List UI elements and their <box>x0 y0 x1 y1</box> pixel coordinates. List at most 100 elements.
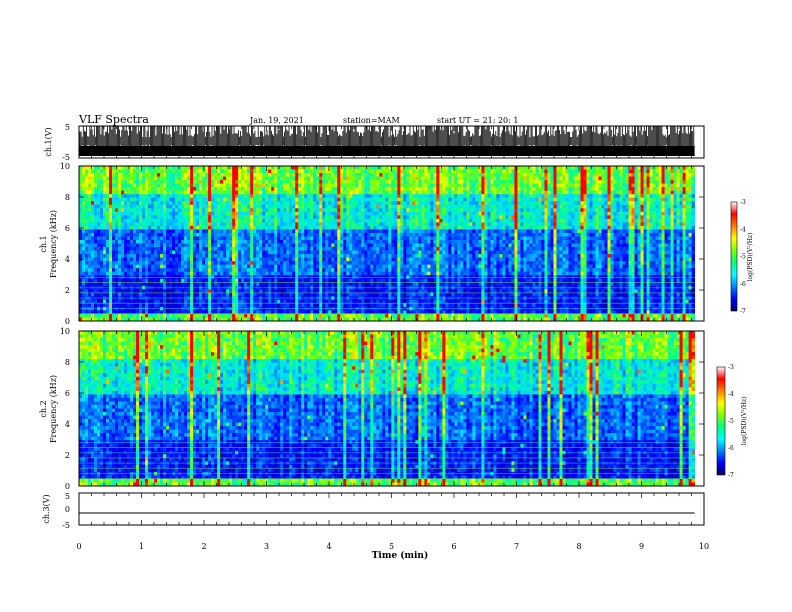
ch1-heatmap-cell <box>211 169 215 174</box>
ch1-heatmap-cell <box>358 303 362 308</box>
ch1-heatmap-cell <box>79 215 83 220</box>
ch1-heatmap-cell <box>367 211 371 216</box>
ch1-heatmap-cell <box>388 271 392 276</box>
ch1-heatmap-cell <box>247 247 251 251</box>
ch1-heatmap-cell <box>181 271 185 276</box>
ch1-heatmap-cell <box>190 306 194 311</box>
ch1-heatmap-cell <box>313 232 317 237</box>
ch1-heatmap-cell <box>310 166 314 170</box>
ch1-heatmap-cell <box>79 183 83 188</box>
ch1-heatmap-cell <box>361 310 365 315</box>
ch1-heatmap-cell <box>295 187 299 192</box>
ch1-heatmap-cell <box>124 190 128 195</box>
ch1-heatmap-cell <box>169 282 173 287</box>
ch1-heatmap-cell <box>310 289 314 294</box>
ch1-heatmap-cell <box>334 229 338 234</box>
ch1-heatmap-cell <box>280 197 284 202</box>
ch1-heatmap-cell <box>376 218 380 223</box>
ch1-heatmap-cell <box>376 243 380 248</box>
ch1-heatmap-cell <box>136 190 140 195</box>
ch1-heatmap-cell <box>247 204 251 209</box>
ch1-heatmap-cell <box>115 215 119 220</box>
ch1-heatmap-cell <box>223 261 227 266</box>
ch1-heatmap-cell <box>91 313 95 318</box>
ch1-heatmap-cell <box>298 299 302 304</box>
ch1-heatmap-cell <box>298 187 302 192</box>
ch1-heatmap-cell <box>409 299 413 304</box>
ch1-heatmap-cell <box>103 282 107 287</box>
ch1-waveform-ylabel: ch.1(V) <box>44 127 53 156</box>
ch1-heatmap-cell <box>265 313 269 318</box>
ch1-heatmap-cell <box>319 282 323 287</box>
ch1-heatmap-cell <box>103 239 107 244</box>
ch1-heatmap-cell <box>109 268 113 273</box>
ch1-heatmap-cell <box>103 197 107 202</box>
ch1-heatmap-cell <box>409 232 413 237</box>
ch1-heatmap-cell <box>403 215 407 220</box>
ch1-heatmap-cell <box>340 313 344 318</box>
ch1-heatmap-cell <box>388 264 392 269</box>
ch1-heatmap-cell <box>172 225 176 230</box>
ch1-heatmap-cell <box>256 194 260 199</box>
ch1-heatmap-cell <box>283 313 287 318</box>
ch1-heatmap-cell <box>157 225 161 230</box>
ch1-heatmap-cell <box>268 271 272 276</box>
ch1-heatmap-cell <box>295 310 299 315</box>
ch1-heatmap-cell <box>325 257 329 262</box>
ch1-heatmap-cell <box>340 257 344 262</box>
ch1-heatmap-cell <box>250 215 254 220</box>
ch1-heatmap-cell <box>91 303 95 308</box>
ch1-heatmap-cell <box>127 306 131 311</box>
ch1-heatmap-cell <box>328 250 332 255</box>
ch1-heatmap-cell <box>235 239 239 244</box>
ch1-heatmap-cell <box>319 257 323 262</box>
ch1-heatmap-cell <box>97 261 101 266</box>
ch1-heatmap-cell <box>223 292 227 297</box>
ch1-heatmap-cell <box>379 166 383 170</box>
ch1-heatmap-cell <box>304 197 308 202</box>
ch1-heatmap-cell <box>190 292 194 297</box>
ch1-heatmap-cell <box>112 271 116 276</box>
ch1-heatmap-cell <box>217 201 221 206</box>
ch1-heatmap-cell <box>118 282 122 287</box>
ch1-heatmap-cell <box>286 243 290 248</box>
ch1-heatmap-cell <box>388 282 392 287</box>
ch1-heatmap-cell <box>310 232 314 237</box>
ch1-heatmap-cell <box>85 222 89 227</box>
ch1-heatmap-cell <box>292 211 296 216</box>
ch1-heatmap-cell <box>127 222 131 227</box>
ch1-heatmap-cell <box>343 169 347 174</box>
ch1-heatmap-cell <box>220 289 224 294</box>
ch1-heatmap-cell <box>316 317 320 322</box>
ch1-heatmap-cell <box>214 271 218 276</box>
ch1-heatmap-cell <box>319 247 323 251</box>
ch1-heatmap-cell <box>97 225 101 230</box>
ch1-heatmap-cell <box>100 180 104 185</box>
ch1-heatmap-cell <box>283 292 287 297</box>
ch1-heatmap-cell <box>322 264 326 269</box>
ch1-heatmap-cell <box>337 176 341 181</box>
ch1-heatmap-cell <box>316 208 320 213</box>
ch1-heatmap-cell <box>208 257 212 262</box>
ch1-heatmap-cell <box>352 264 356 269</box>
ch1-heatmap-cell <box>100 176 104 181</box>
ch1-heatmap-cell <box>346 197 350 202</box>
ch1-heatmap-cell <box>394 190 398 195</box>
ch1-heatmap-cell <box>265 268 269 273</box>
ch1-heatmap-cell <box>379 239 383 244</box>
ch1-heatmap-cell <box>160 166 164 170</box>
ch1-heatmap-cell <box>163 310 167 315</box>
ch1-heatmap-cell <box>112 183 116 188</box>
ch1-heatmap-cell <box>394 303 398 308</box>
ch1-heatmap-cell <box>217 176 221 181</box>
ch1-heatmap-cell <box>124 278 128 283</box>
ch1-heatmap-cell <box>196 187 200 192</box>
ch1-heatmap-cell <box>277 183 281 188</box>
ch1-heatmap-cell <box>79 201 83 206</box>
ch1-heatmap-cell <box>370 176 374 181</box>
ch1-heatmap-cell <box>283 282 287 287</box>
ch1-heatmap-cell <box>94 254 98 258</box>
ch1-heatmap-cell <box>403 218 407 223</box>
ch1-heatmap-cell <box>178 215 182 220</box>
ch1-heatmap-cell <box>256 310 260 315</box>
